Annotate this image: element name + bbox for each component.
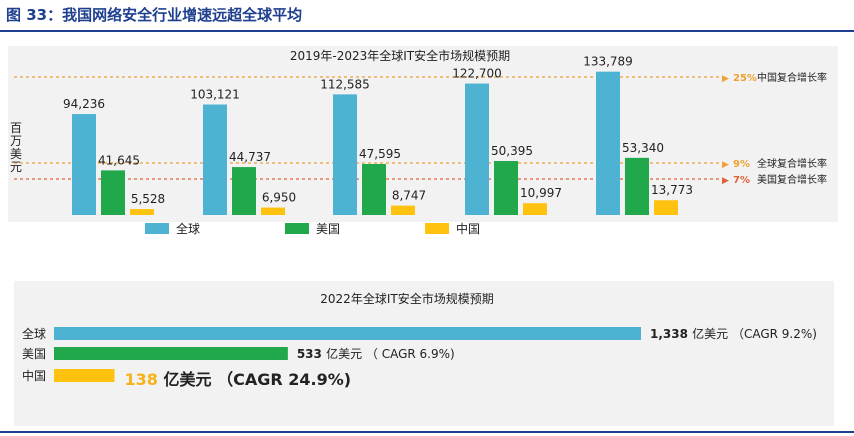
data-label: 53,340 bbox=[622, 141, 664, 155]
bar bbox=[596, 71, 620, 215]
bar bbox=[494, 161, 518, 215]
cagr-label: 全球复合增长率 bbox=[757, 157, 827, 170]
bar bbox=[465, 83, 489, 216]
cagr-arrow: ▶ bbox=[722, 160, 729, 170]
data-label: 50,395 bbox=[491, 144, 533, 158]
cagr-pct: 7% bbox=[733, 175, 750, 186]
data-label: 13,773 bbox=[651, 183, 693, 197]
bar bbox=[203, 104, 227, 215]
hbar bbox=[54, 369, 115, 382]
data-label: 6,950 bbox=[262, 191, 296, 205]
bar bbox=[391, 205, 415, 215]
bar bbox=[523, 203, 547, 215]
legend-swatch bbox=[285, 223, 309, 234]
value-unit: 亿美元 （CAGR 24.9%) bbox=[164, 370, 352, 389]
value-label: 138 亿美元 （CAGR 24.9%) bbox=[125, 370, 352, 389]
data-label: 10,997 bbox=[520, 186, 562, 200]
market-forecast-chart: 2019年-2023年全球IT安全市场规模预期 ▶ 25% 中国复合增长率 ▶ 9% 全球复… bbox=[14, 48, 827, 236]
bar bbox=[101, 170, 125, 215]
y-axis-label: 百万美元 bbox=[9, 121, 22, 174]
bar bbox=[232, 167, 256, 215]
figure-title: 图 33：我国网络安全行业增速远超全球平均 bbox=[6, 6, 303, 24]
value-label: 533 亿美元 （ CAGR 6.9%) bbox=[297, 346, 455, 361]
bar bbox=[261, 207, 285, 215]
bar bbox=[130, 209, 154, 215]
category-label: 全球 bbox=[22, 326, 46, 341]
data-label: 44,737 bbox=[229, 150, 271, 164]
legend-label: 美国 bbox=[316, 222, 340, 236]
legend-swatch bbox=[425, 223, 449, 234]
chart-title: 2022年全球IT安全市场规模预期 bbox=[320, 291, 493, 306]
data-label: 94,236 bbox=[63, 97, 105, 111]
bar bbox=[362, 164, 386, 215]
bar bbox=[625, 157, 649, 215]
data-label: 103,121 bbox=[190, 88, 240, 102]
value-number: 138 bbox=[125, 370, 164, 389]
title-rule bbox=[0, 30, 854, 32]
cagr-arrow: ▶ bbox=[722, 74, 729, 84]
cagr-pct: 9% bbox=[733, 159, 750, 170]
chart-title: 2019年-2023年全球IT安全市场规模预期 bbox=[290, 48, 510, 63]
bar bbox=[333, 94, 357, 215]
hbar bbox=[54, 347, 288, 360]
value-unit: 亿美元 （ CAGR 6.9%) bbox=[326, 346, 455, 361]
data-label: 41,645 bbox=[98, 153, 140, 167]
legend-swatch bbox=[145, 223, 169, 234]
value-number: 533 bbox=[297, 347, 326, 361]
data-label: 47,595 bbox=[359, 147, 401, 161]
legend-label: 中国 bbox=[456, 221, 480, 236]
cagr-label: 中国复合增长率 bbox=[757, 71, 827, 84]
category-label: 中国 bbox=[22, 368, 46, 383]
value-label: 1,338 亿美元 （CAGR 9.2%) bbox=[650, 326, 817, 341]
value-unit: 亿美元 （CAGR 9.2%) bbox=[692, 326, 817, 341]
legend-label: 全球 bbox=[176, 221, 200, 236]
data-label: 133,789 bbox=[583, 55, 633, 69]
data-label: 112,585 bbox=[320, 77, 370, 91]
data-label: 122,700 bbox=[452, 67, 502, 81]
category-label: 美国 bbox=[22, 347, 46, 361]
bar bbox=[72, 114, 96, 215]
value-number: 1,338 bbox=[650, 327, 692, 341]
cagr-label: 美国复合增长率 bbox=[757, 173, 827, 186]
bottom-rule bbox=[0, 431, 854, 433]
top-chart-panel bbox=[8, 46, 838, 222]
bar bbox=[654, 200, 678, 215]
data-label: 5,528 bbox=[131, 192, 165, 206]
data-label: 8,747 bbox=[392, 189, 426, 203]
cagr-arrow: ▶ bbox=[722, 176, 729, 186]
hbar bbox=[54, 327, 641, 340]
cagr-pct: 25% bbox=[733, 73, 757, 84]
